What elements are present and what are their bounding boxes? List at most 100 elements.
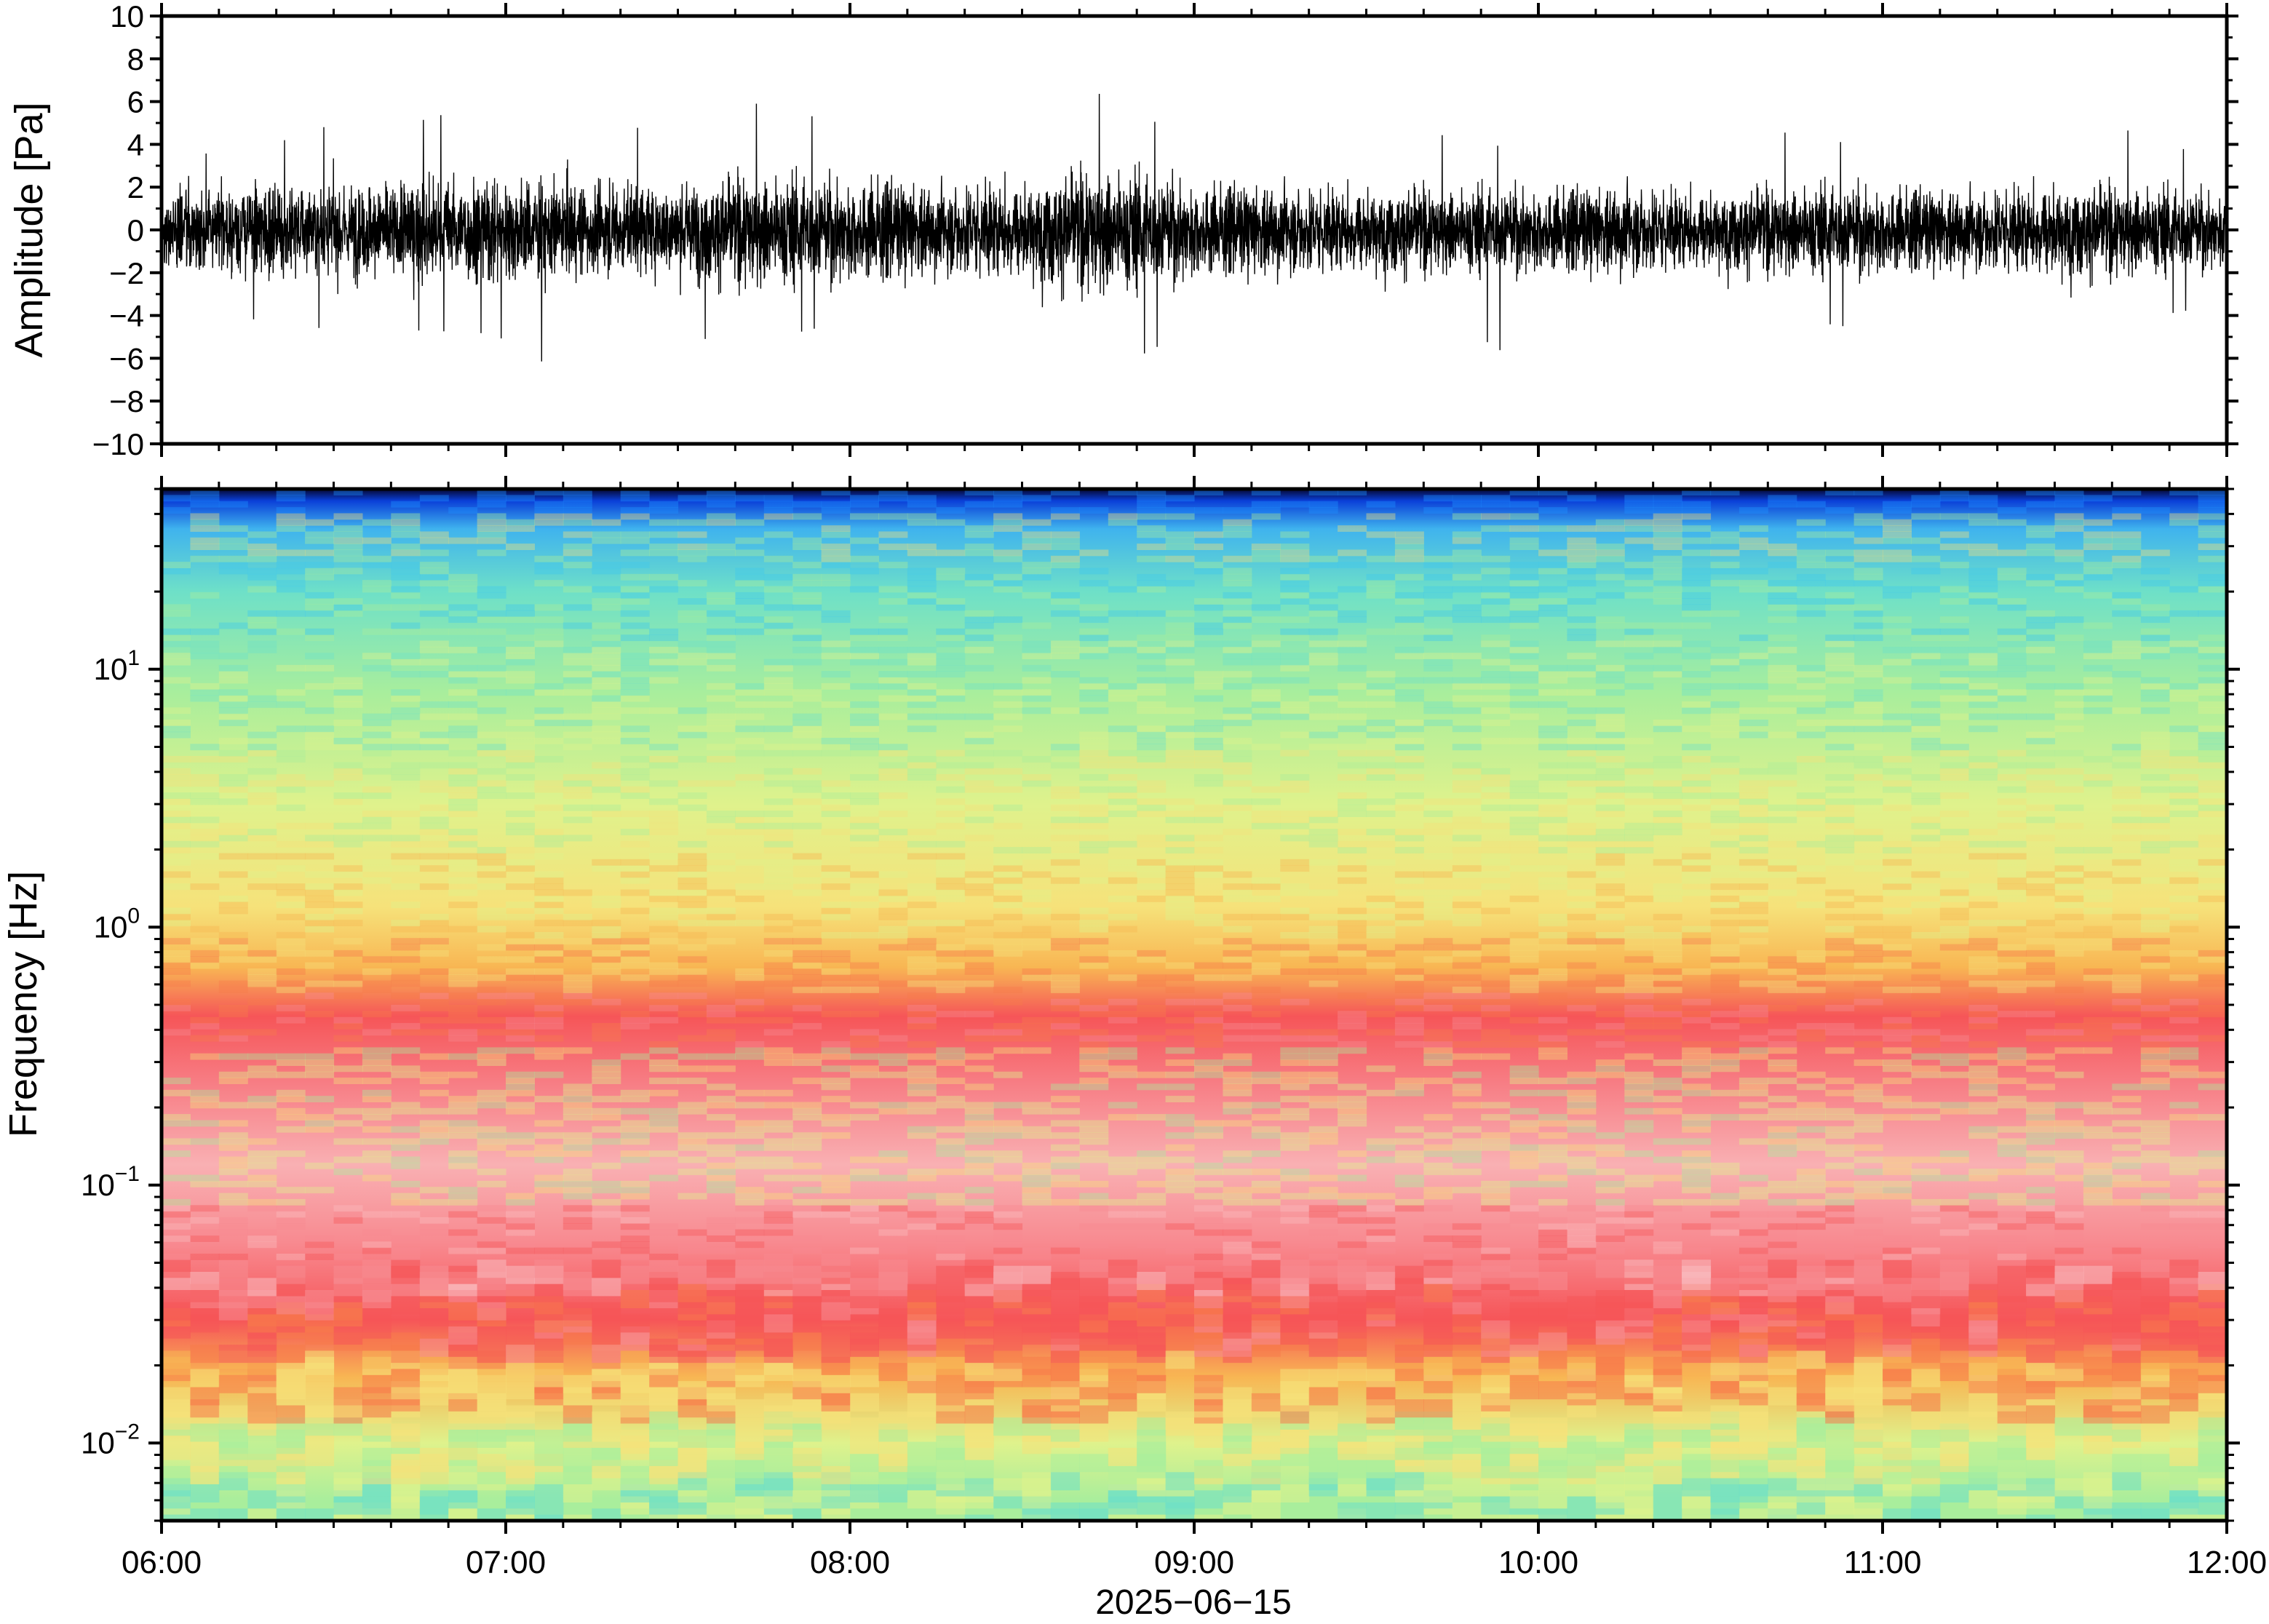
spectrogram-cell — [735, 1399, 765, 1418]
spectrogram-cell — [477, 1241, 506, 1249]
spectrogram-cell — [821, 811, 851, 817]
spectrogram-cell — [276, 495, 306, 502]
spectrogram-cell — [448, 586, 478, 593]
spectrogram-cell — [534, 1484, 564, 1502]
spectrogram-cell — [162, 720, 191, 726]
spectrogram-cell — [936, 749, 966, 757]
spectrogram-cell — [1137, 573, 1167, 581]
spectrogram-cell — [1194, 1180, 1223, 1187]
spectrogram-cell — [1911, 653, 1941, 660]
spectrogram-cell — [1853, 1193, 1883, 1200]
spectrogram-cell — [592, 1411, 621, 1430]
spectrogram-cell — [276, 1150, 306, 1158]
spectrogram-cell — [1338, 847, 1367, 853]
spectrogram-cell — [706, 664, 736, 672]
spectrogram-cell — [592, 713, 621, 720]
spectrogram-cell — [1338, 701, 1367, 708]
spectrogram-cell — [1308, 562, 1338, 568]
spectrogram-cell — [1338, 1162, 1367, 1169]
spectrogram-cell — [964, 1478, 994, 1497]
spectrogram-cell — [1079, 628, 1109, 635]
spectrogram-cell — [907, 1132, 937, 1139]
spectrogram-cell — [1624, 1120, 1654, 1127]
spectrogram-cell — [1108, 811, 1137, 817]
spectrogram-cell — [1653, 1078, 1682, 1084]
spectrogram-cell — [448, 1053, 478, 1060]
spectrogram-cell — [677, 1065, 707, 1072]
spectrogram-cell — [1452, 1138, 1482, 1145]
spectrogram-cell — [305, 1065, 335, 1072]
spectrogram-cell — [1796, 519, 1826, 526]
spectrogram-cell — [563, 1374, 592, 1393]
spectrogram-cell — [1280, 811, 1310, 817]
spectrogram-cell — [1308, 713, 1338, 720]
spectrogram-cell — [592, 731, 621, 739]
spectrogram-cell — [1853, 604, 1883, 611]
spectrogram-cell — [1825, 1345, 1855, 1364]
spectrogram-cell — [362, 1350, 392, 1369]
spectrogram-cell — [620, 1011, 650, 1018]
spectrogram-cell — [218, 853, 248, 860]
spectrogram-cell — [362, 1096, 392, 1102]
spectrogram-cell — [821, 956, 851, 963]
spectrogram-cell — [563, 913, 592, 920]
spectrogram-cell — [1022, 1126, 1052, 1133]
spectrogram-cell — [964, 634, 994, 642]
spectrogram-cell — [1796, 1180, 1826, 1187]
spectrogram-cell — [162, 640, 191, 648]
spectrogram-cell — [1567, 774, 1597, 781]
spectrogram-cell — [1883, 962, 1912, 969]
spectrogram-cell — [305, 1059, 335, 1066]
spectrogram-cell — [1624, 1205, 1654, 1212]
spectrogram-cell — [563, 998, 592, 1006]
spectrogram-cell — [821, 968, 851, 975]
spectrogram-cell — [419, 840, 449, 848]
spectrogram-cell — [649, 1259, 679, 1278]
spectrogram-cell — [1653, 1205, 1682, 1212]
spectrogram-cell — [391, 707, 421, 715]
spectrogram-cell — [1939, 1205, 1969, 1212]
spectrogram-cell — [1481, 1320, 1511, 1339]
spectrogram-cell — [936, 658, 966, 666]
spectrogram-cell — [305, 980, 335, 987]
spectrogram-cell — [1079, 962, 1109, 969]
spectrogram-cell — [964, 980, 994, 987]
spectrogram-cell — [677, 859, 707, 866]
spectrogram-cell — [563, 950, 592, 957]
spectrogram-cell — [1738, 1016, 1768, 1024]
spectrogram-cell — [1509, 1417, 1539, 1436]
spectrogram-cell — [1251, 701, 1281, 708]
spectrogram-cell — [706, 1363, 736, 1382]
spectrogram-cell — [1165, 835, 1195, 842]
spectrogram-cell — [1452, 616, 1482, 624]
spectrogram-cell — [162, 768, 191, 775]
spectrogram-cell — [821, 1211, 851, 1218]
spectrogram-cell — [1394, 689, 1424, 696]
spectrogram-cell — [1452, 1089, 1482, 1096]
spectrogram-cell — [821, 580, 851, 586]
spectrogram-cell — [792, 1005, 822, 1011]
spectrogram-cell — [649, 628, 679, 635]
spectrogram-cell — [333, 1387, 363, 1406]
spectrogram-cell — [1796, 974, 1826, 982]
spectrogram-cell — [677, 531, 707, 538]
spectrogram-cell — [362, 877, 392, 884]
spectrogram-cell — [1509, 622, 1539, 629]
spectrogram-cell — [563, 1247, 592, 1254]
spectrogram-cell — [1452, 549, 1482, 557]
spectrogram-cell — [534, 1283, 564, 1302]
spectrogram-cell — [1567, 1102, 1597, 1109]
spectrogram-cell — [878, 531, 908, 538]
spectrogram-cell — [1911, 1041, 1941, 1048]
spectrogram-cell — [1538, 1089, 1567, 1096]
spectrogram-cell — [1452, 1126, 1482, 1133]
spectrogram-cell — [362, 1320, 392, 1339]
spectrogram-cell — [706, 1016, 736, 1024]
spectrogram-cell — [1682, 689, 1712, 696]
spectrogram-cell — [1050, 980, 1080, 987]
spectrogram-cell — [763, 883, 793, 891]
spectrogram-cell — [1108, 646, 1137, 653]
spectrogram-cell — [1280, 950, 1310, 957]
spectrogram-cell — [1223, 1023, 1252, 1030]
spectrogram-cell — [218, 1254, 248, 1260]
